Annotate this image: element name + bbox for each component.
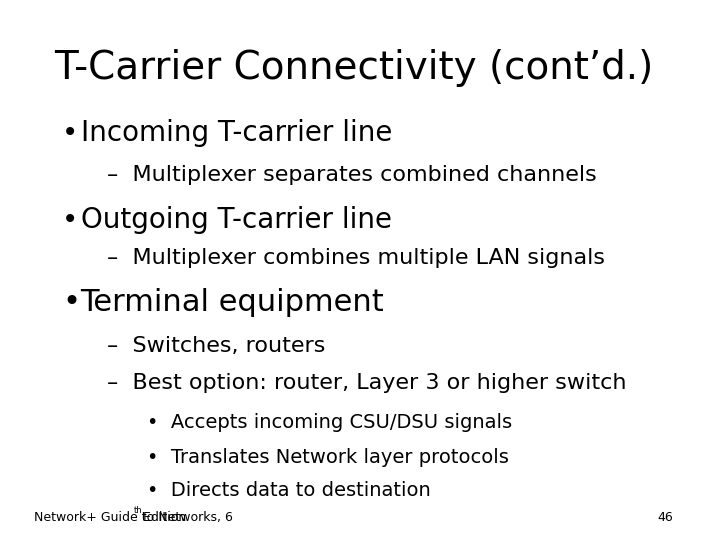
Text: –  Switches, routers: – Switches, routers: [107, 336, 325, 356]
Text: T-Carrier Connectivity (cont’d.): T-Carrier Connectivity (cont’d.): [54, 49, 653, 86]
Text: –  Multiplexer separates combined channels: – Multiplexer separates combined channel…: [107, 165, 597, 185]
Text: •  Accepts incoming CSU/DSU signals: • Accepts incoming CSU/DSU signals: [147, 413, 512, 432]
Text: •  Directs data to destination: • Directs data to destination: [147, 481, 431, 500]
Text: Incoming T-carrier line: Incoming T-carrier line: [81, 119, 392, 147]
Text: Terminal equipment: Terminal equipment: [81, 288, 384, 318]
Text: –  Multiplexer combines multiple LAN signals: – Multiplexer combines multiple LAN sign…: [107, 248, 605, 268]
Text: Outgoing T-carrier line: Outgoing T-carrier line: [81, 206, 392, 234]
Text: 46: 46: [657, 511, 672, 524]
Text: •: •: [62, 119, 78, 147]
Text: •: •: [62, 206, 78, 234]
Text: –  Best option: router, Layer 3 or higher switch: – Best option: router, Layer 3 or higher…: [107, 373, 626, 393]
Text: Edition: Edition: [140, 511, 186, 524]
Text: •  Translates Network layer protocols: • Translates Network layer protocols: [147, 448, 509, 467]
Text: Network+ Guide to Networks, 6: Network+ Guide to Networks, 6: [34, 511, 233, 524]
Text: •: •: [62, 288, 80, 318]
Text: th: th: [134, 506, 143, 515]
